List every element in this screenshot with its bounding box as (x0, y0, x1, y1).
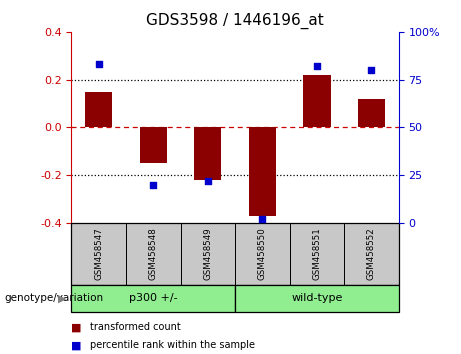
Point (259, 216, 266, 222)
Text: wild-type: wild-type (291, 293, 343, 303)
Point (95, 62, 102, 67)
Bar (235, 223, 290, 285)
Bar (140, 127, 167, 163)
Point (368, 67, 375, 73)
Text: genotype/variation: genotype/variation (5, 293, 104, 303)
Bar (303, 75, 331, 127)
Bar (249, 127, 276, 216)
Text: GSM458552: GSM458552 (367, 228, 376, 280)
Text: percentile rank within the sample: percentile rank within the sample (90, 340, 255, 350)
Text: GSM458549: GSM458549 (203, 228, 213, 280)
Point (204, 178, 212, 184)
Bar (181, 223, 235, 285)
Bar (358, 99, 385, 127)
Bar (194, 127, 221, 180)
Title: GDS3598 / 1446196_at: GDS3598 / 1446196_at (146, 13, 324, 29)
Point (149, 182, 157, 188)
Text: GSM458551: GSM458551 (313, 228, 321, 280)
Point (313, 63, 321, 69)
Text: p300 +/-: p300 +/- (129, 293, 177, 303)
Bar (235, 285, 399, 312)
Text: transformed count: transformed count (90, 322, 181, 332)
Bar (290, 223, 344, 285)
Bar (71, 223, 126, 285)
Text: GSM458548: GSM458548 (149, 228, 158, 280)
Text: GSM458550: GSM458550 (258, 228, 267, 280)
Bar (85, 92, 112, 127)
Bar (126, 223, 181, 285)
Bar (71, 285, 235, 312)
Text: GSM458547: GSM458547 (94, 228, 103, 280)
Text: ■: ■ (71, 340, 82, 350)
Bar (344, 223, 399, 285)
Text: ■: ■ (71, 322, 82, 332)
Text: ▶: ▶ (59, 293, 67, 303)
